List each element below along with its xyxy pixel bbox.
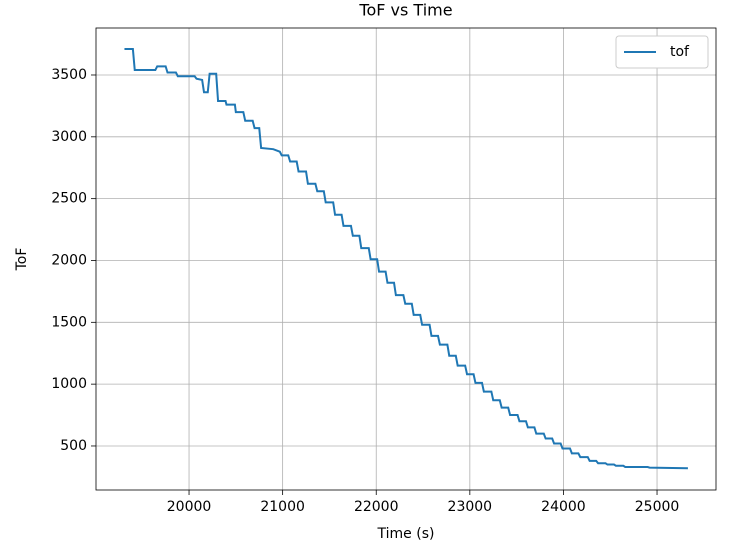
y-tick-label: 2000 bbox=[51, 252, 87, 268]
x-tick-label: 21000 bbox=[260, 499, 305, 515]
x-tick-label: 25000 bbox=[635, 499, 680, 515]
chart-title: ToF vs Time bbox=[358, 1, 452, 20]
y-tick-label: 1500 bbox=[51, 314, 87, 330]
y-axis-label: ToF bbox=[14, 248, 30, 272]
y-tick-label: 3500 bbox=[51, 67, 87, 83]
x-tick-label: 20000 bbox=[167, 499, 212, 515]
plot-frame bbox=[95, 27, 717, 491]
y-tick-label: 2500 bbox=[51, 191, 87, 207]
y-tick-label: 1000 bbox=[51, 376, 87, 392]
x-tick-label: 23000 bbox=[448, 499, 493, 515]
x-tick-label: 22000 bbox=[354, 499, 399, 515]
y-tick-label: 3000 bbox=[51, 129, 87, 145]
legend-box bbox=[615, 35, 709, 69]
x-axis-label: Time (s) bbox=[377, 526, 435, 542]
x-tick-label: 24000 bbox=[541, 499, 586, 515]
y-tick-label: 500 bbox=[60, 438, 87, 454]
data-line bbox=[124, 48, 688, 470]
legend-label: tof bbox=[670, 44, 690, 60]
